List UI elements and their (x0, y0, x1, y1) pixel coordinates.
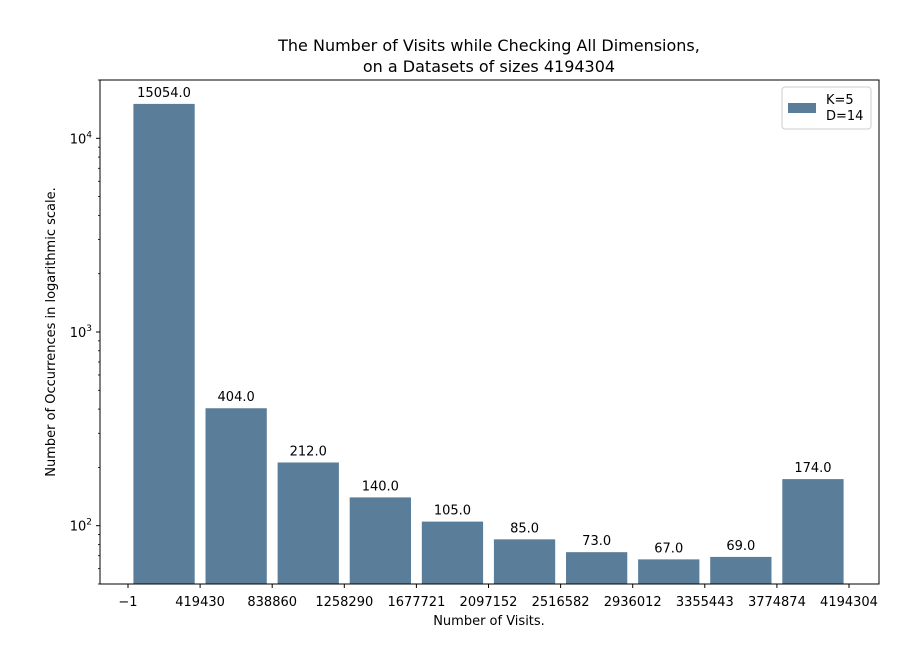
x-tick-label: 1677721 (387, 595, 445, 610)
legend-frame (781, 86, 872, 130)
x-tick-label: −1 (118, 595, 137, 610)
x-axis-ticks: −1 419430 838860 1258290 1677721 2097152 25165… (118, 584, 878, 610)
bar (782, 479, 844, 584)
y-axis-ticks: 102 103 104 (70, 79, 100, 585)
legend-swatch (788, 103, 816, 113)
x-tick-label: 2097152 (460, 595, 518, 610)
x-tick-label: 2516582 (532, 595, 590, 610)
bar-value-label: 404.0 (218, 390, 255, 405)
bar (493, 539, 556, 584)
legend: K=5 D=14 (781, 86, 872, 130)
bar (133, 103, 195, 585)
y-tick-label: 104 (70, 130, 93, 147)
bar-value-label: 212.0 (290, 444, 327, 459)
bar-value-label: 73.0 (582, 534, 611, 549)
x-tick-label: 838860 (247, 595, 297, 610)
x-tick-label: 1258290 (315, 595, 373, 610)
bar (638, 559, 700, 584)
bar-value-label: 69.0 (726, 539, 755, 554)
bar (205, 408, 267, 584)
y-tick-label: 102 (70, 518, 92, 535)
bar (349, 497, 411, 584)
bar-value-labels: 15054.0 404.0 212.0 140.0 105.0 85.0 73.0 67.0 6… (137, 86, 831, 556)
x-tick-label: 3355443 (676, 595, 734, 610)
bar (566, 552, 628, 584)
bar-value-label: 174.0 (794, 461, 831, 476)
legend-label-k: K=5 (826, 93, 854, 108)
bar-value-label: 140.0 (362, 479, 399, 494)
bar-value-label: 15054.0 (137, 86, 191, 101)
x-tick-label: 419430 (175, 595, 225, 610)
x-tick-label: 2936012 (604, 595, 662, 610)
x-tick-label: 3774874 (748, 595, 806, 610)
chart-title: The Number of Visits while Checking All … (277, 36, 700, 55)
bars (133, 103, 844, 585)
bar (710, 556, 772, 584)
legend-label-d: D=14 (826, 109, 863, 124)
x-tick-label: 4194304 (820, 595, 878, 610)
y-axis-label: Number of Occurrences in logarithmic sca… (44, 187, 59, 477)
bar-value-label: 105.0 (434, 504, 471, 519)
bar-value-label: 67.0 (654, 541, 683, 556)
bar (277, 462, 339, 584)
bar-value-label: 85.0 (510, 521, 539, 536)
chart-subtitle: on a Datasets of sizes 4194304 (363, 57, 615, 76)
bar (421, 521, 484, 584)
y-tick-label: 103 (70, 324, 92, 341)
x-axis-label: Number of Visits. (433, 614, 545, 629)
